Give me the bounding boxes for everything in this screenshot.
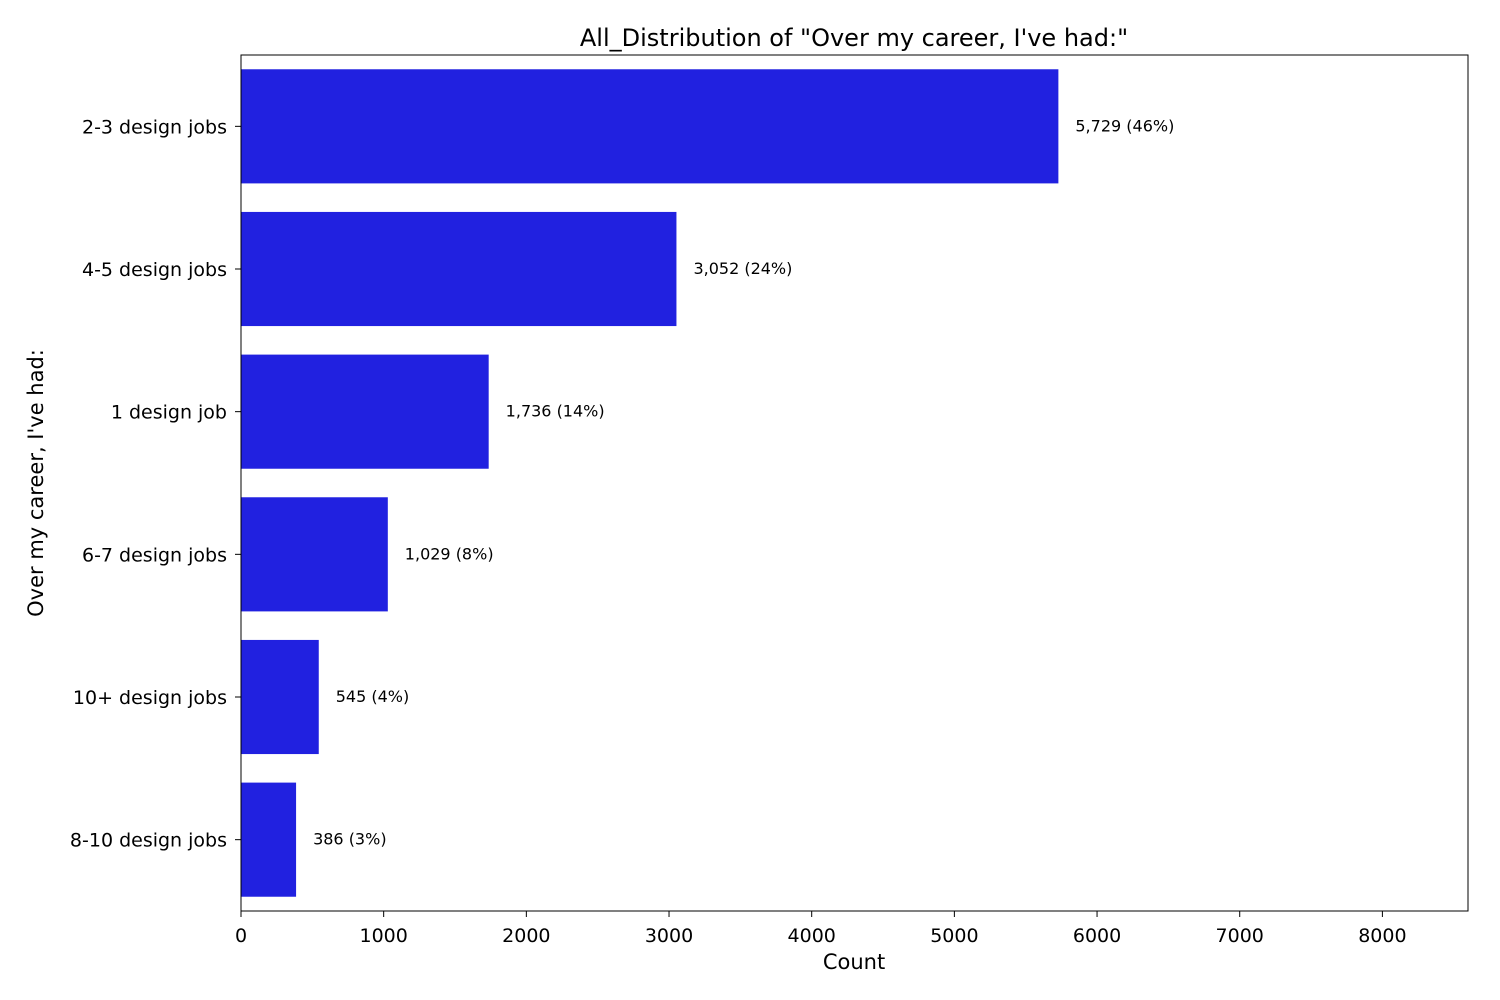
data-labels-group: 5,729 (46%) 3,052 (24%) 1,736 (14%) 1,029 (…: [313, 116, 1174, 848]
chart-title: All_Distribution of "Over my career, I'v…: [580, 24, 1128, 52]
x-tick-label-1: 0: [235, 925, 247, 947]
plot-area-frame: [240, 54, 1469, 912]
x-tick-label-6: 5000: [930, 925, 978, 947]
x-tick-label-4: 3000: [645, 925, 693, 947]
y-tick-label-1: 2-3 design jobs: [82, 116, 227, 138]
x-tick-label-8: 7000: [1216, 925, 1264, 947]
x-tick-label-3: 2000: [502, 925, 550, 947]
bar-6: [241, 782, 297, 897]
bar-3: [241, 354, 489, 469]
y-axis-label: Over my career, I've had:: [24, 349, 48, 617]
x-axis-ticks: 0 1000 2000 3000 4000 5000 6000 7000 8000: [235, 911, 1407, 947]
y-axis-ticks: 2-3 design jobs 4-5 design jobs 1 design j…: [70, 116, 241, 852]
data-label-4: 1,029 (8%): [405, 544, 494, 563]
y-tick-label-3: 1 design job: [111, 402, 227, 424]
y-tick-label-2: 4-5 design jobs: [82, 259, 227, 281]
y-tick-label-5: 10+ design jobs: [73, 687, 227, 709]
data-label-2: 3,052 (24%): [693, 259, 792, 278]
bar-1: [241, 69, 1059, 184]
y-tick-label-4: 6-7 design jobs: [82, 544, 227, 566]
data-label-5: 545 (4%): [336, 687, 410, 706]
x-tick-label-7: 6000: [1073, 925, 1121, 947]
data-label-6: 386 (3%): [313, 830, 387, 849]
data-label-3: 1,736 (14%): [506, 402, 605, 421]
x-tick-label-9: 8000: [1358, 925, 1406, 947]
bars-group: [241, 69, 1059, 897]
bar-5: [241, 639, 319, 755]
x-tick-label-2: 1000: [359, 925, 407, 947]
y-tick-label-6: 8-10 design jobs: [70, 830, 227, 852]
x-tick-label-5: 4000: [788, 925, 836, 947]
x-axis-label: Count: [823, 950, 885, 974]
data-label-1: 5,729 (46%): [1075, 116, 1174, 135]
bar-2: [241, 211, 677, 327]
bar-4: [241, 497, 388, 612]
